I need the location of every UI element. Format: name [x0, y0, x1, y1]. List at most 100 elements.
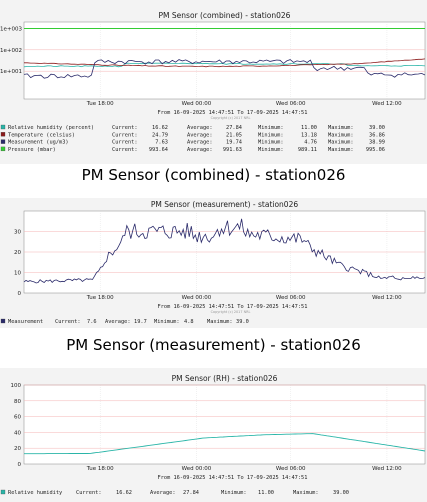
legend-current-label: Current:: [112, 132, 138, 138]
legend-current-label: Current:: [55, 319, 81, 325]
y-tick-label: 40: [14, 430, 21, 436]
legend-minimum-value: 11.00: [258, 490, 274, 496]
legend-maximum-label: Maximum:: [293, 490, 319, 496]
legend-average-value: 19.7: [134, 319, 147, 325]
legend-minimum-label: Minimum:: [258, 132, 284, 138]
x-tick-label: Tue 18:00: [86, 101, 114, 107]
legend-current-label: Current:: [112, 140, 138, 146]
measurement-line: [23, 59, 426, 79]
legend-maximum-value: 36.86: [369, 132, 385, 138]
legend-maximum-value: 38.99: [369, 140, 385, 146]
legend-current-value: 16.62: [116, 490, 132, 496]
measurement-chart-panel: PM Sensor (measurement) - station026 Tue …: [0, 198, 427, 328]
legend-current-value: 7.6: [87, 319, 97, 325]
x-tick-label: Wed 00:00: [182, 295, 212, 301]
rh-chart: PM Sensor (RH) - station026 Tue 18:00 Wed …: [0, 374, 426, 496]
legend-maximum-label: Maximum:: [207, 319, 233, 325]
copyright-label: Copyright (c) 2017 NRL: [211, 116, 251, 120]
legend-average-label: Average:: [187, 140, 213, 146]
chart-title: PM Sensor (RH) - station026: [172, 374, 278, 383]
legend-average-value: 27.84: [226, 125, 242, 131]
legend-swatch: [0, 318, 6, 324]
legend-average-label: Average:: [150, 490, 176, 496]
legend-current-value: 24.79: [152, 132, 168, 138]
legend-average-value: 19.74: [226, 140, 242, 146]
legend-minimum-label: Minimum:: [221, 490, 247, 496]
y-tick-label: 1e+003: [0, 26, 22, 32]
legend-current-value: 16.62: [152, 125, 168, 131]
legend-minimum-value: 4.8: [184, 319, 194, 325]
legend-series-name: Temperature (celsius): [8, 132, 75, 138]
legend-maximum-value: 995.06: [366, 147, 385, 153]
y-tick-label: 10: [14, 271, 21, 277]
date-range-label: From 16-09-2025 14:47:51 To 17-09-2025 1…: [158, 475, 308, 481]
y-tick-label: 1e+002: [0, 48, 22, 54]
legend-average-value: 21.05: [226, 132, 242, 138]
legend-maximum-value: 39.0: [236, 319, 249, 325]
legend-average-label: Average:: [187, 147, 213, 153]
legend-current-label: Current:: [76, 490, 102, 496]
y-tick-label: 30: [14, 230, 21, 236]
legend-minimum-label: Minimum:: [258, 147, 284, 153]
legend-average-label: Average:: [105, 319, 131, 325]
legend-minimum-label: Minimum:: [258, 140, 284, 146]
legend-series-name: Pressure (mbar): [8, 147, 56, 153]
legend-series-name: Measurement: [8, 319, 43, 325]
date-range-label: From 16-09-2025 14:47:51 To 17-09-2025 1…: [158, 110, 308, 116]
chart-title: PM Sensor (measurement) - station026: [151, 200, 298, 209]
measurement-caption: PM Sensor (measurement) - station026: [66, 336, 361, 354]
x-tick-label: Wed 12:00: [372, 466, 402, 472]
y-tick-label: 0: [18, 462, 22, 468]
legend-maximum-value: 39.00: [333, 490, 349, 496]
legend-current-value: 993.64: [149, 147, 168, 153]
legend-average-value: 991.63: [223, 147, 242, 153]
date-range-label: From 16-09-2025 14:47:51 To 17-09-2025 1…: [158, 304, 308, 310]
y-tick-label: 60: [14, 415, 21, 421]
x-tick-label: Wed 00:00: [182, 466, 212, 472]
x-tick-label: Tue 18:00: [86, 466, 114, 472]
rh-chart-panel: PM Sensor (RH) - station026 Tue 18:00 Wed …: [0, 368, 427, 502]
legend-maximum-label: Maximum:: [328, 125, 354, 131]
legend-maximum-value: 39.00: [369, 125, 385, 131]
legend-average-label: Average:: [187, 125, 213, 131]
x-tick-label: Wed 12:00: [372, 101, 402, 107]
combined-chart-panel: PM Sensor (combined) - station026 Tue 18:…: [0, 0, 427, 164]
chart-title: PM Sensor (combined) - station026: [159, 11, 291, 20]
temperature-line: [24, 58, 426, 68]
x-tick-label: Wed 06:00: [276, 295, 306, 301]
x-tick-label: Wed 00:00: [182, 101, 212, 107]
legend-maximum-label: Maximum:: [328, 132, 354, 138]
legend-series-name: Relative humidity: [8, 490, 62, 496]
x-tick-label: Tue 18:00: [86, 295, 114, 301]
legend-average-value: 27.84: [183, 490, 199, 496]
legend-minimum-value: 989.11: [298, 147, 317, 153]
legend-swatch: [0, 132, 6, 137]
legend-swatch: [0, 489, 6, 495]
legend-maximum-label: Maximum:: [328, 140, 354, 146]
x-tick-label: Wed 12:00: [372, 295, 402, 301]
legend-swatch: [0, 124, 6, 130]
y-tick-label: 1e+001: [0, 69, 22, 75]
plot-area: [23, 384, 426, 465]
measurement-chart: PM Sensor (measurement) - station026 Tue …: [0, 200, 426, 325]
plot-area: [23, 21, 426, 100]
legend-minimum-value: 4.76: [304, 140, 317, 146]
copyright-label: Copyright (c) 2017 NRL: [211, 310, 251, 314]
legend-current-label: Current:: [112, 125, 138, 131]
x-tick-label: Wed 06:00: [276, 466, 306, 472]
legend-minimum-value: 13.18: [301, 132, 317, 138]
y-tick-label: 0: [18, 291, 22, 297]
combined-caption: PM Sensor (combined) - station026: [81, 166, 346, 184]
x-tick-label: Wed 06:00: [276, 101, 306, 107]
y-tick-label: 80: [14, 399, 21, 405]
legend-swatch: [0, 139, 6, 144]
humidity-line: [24, 433, 426, 455]
y-tick-label: 20: [14, 250, 21, 256]
legend-swatch: [0, 146, 6, 152]
legend-series-name: Relative humidity (percent): [8, 125, 94, 131]
legend-maximum-label: Maximum:: [328, 147, 354, 153]
legend-series-name: Measurement (ug/m3): [8, 140, 69, 146]
legend-average-label: Average:: [187, 132, 213, 138]
legend-current-value: 7.63: [155, 140, 168, 146]
y-tick-label: 20: [14, 446, 21, 452]
